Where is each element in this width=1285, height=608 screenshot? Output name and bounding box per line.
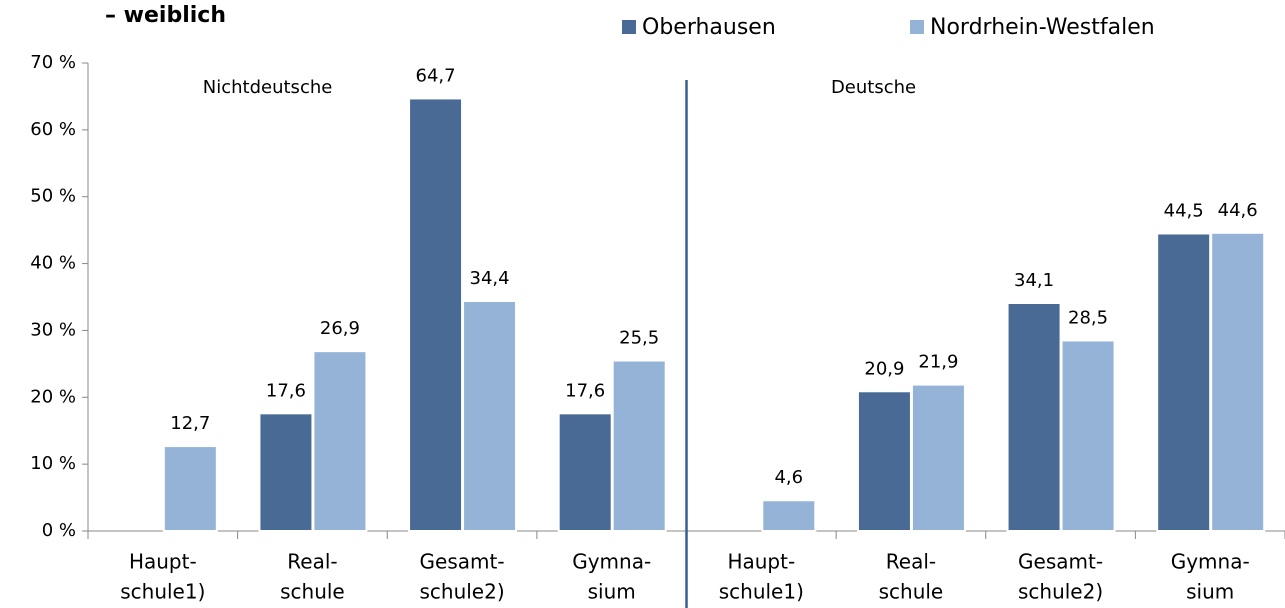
value-label: 34,1 [1014,270,1054,291]
value-label: 44,6 [1218,200,1258,221]
legend-swatch [910,20,924,34]
x-tick-label: schule2) [1018,580,1103,604]
x-tick-label: schule [280,580,345,604]
legend-swatch [622,20,636,34]
chart-title: – weiblich [105,3,226,28]
x-tick-label: sium [1186,580,1234,604]
x-tick-label: Gesamt- [420,550,505,574]
bar [408,97,464,532]
value-label: 12,7 [170,413,210,434]
bar [162,445,218,532]
bar [1156,232,1212,532]
x-tick-label: schule1) [120,580,205,604]
bar [462,300,518,532]
y-tick-label: 50 % [30,186,76,207]
bar [761,499,817,533]
legend-label: Oberhausen [642,15,776,40]
bar [1060,339,1116,533]
value-label: 44,5 [1164,200,1204,221]
value-label: 26,9 [320,318,360,339]
bar [258,412,314,532]
value-label: 4,6 [774,467,803,488]
group-label: Deutsche [831,77,916,98]
value-label: 17,6 [266,380,306,401]
y-tick-label: 60 % [30,119,76,140]
bar [557,412,613,532]
value-label: 21,9 [918,352,958,373]
y-tick-label: 20 % [30,386,76,407]
bar [856,390,912,533]
y-tick-label: 30 % [30,319,76,340]
value-label: 17,6 [565,380,605,401]
y-tick-label: 10 % [30,453,76,474]
x-tick-label: Haupt- [727,550,795,574]
y-tick-label: 0 % [42,520,76,541]
y-tick-label: 40 % [30,253,76,274]
x-tick-label: Real- [287,550,337,574]
value-label: 20,9 [864,358,904,379]
bar [1006,302,1062,533]
legend-label: Nordrhein-Westfalen [930,15,1155,40]
x-tick-label: Gesamt- [1018,550,1103,574]
y-tick-label: 70 % [30,52,76,73]
x-tick-label: schule2) [419,580,504,604]
x-tick-label: sium [588,580,636,604]
x-tick-label: Real- [886,550,936,574]
group-label: Nichtdeutsche [203,77,333,98]
bar [611,359,667,532]
bar [312,350,368,533]
x-tick-label: Gymna- [572,550,651,574]
x-tick-label: Gymna- [1171,550,1250,574]
bar [910,383,966,532]
value-label: 28,5 [1068,307,1108,328]
x-tick-label: schule [879,580,944,604]
value-label: 64,7 [416,65,456,86]
value-label: 34,4 [470,268,510,289]
value-label: 25,5 [619,328,659,349]
x-tick-label: Haupt- [129,550,197,574]
bar [1210,231,1266,532]
x-tick-label: schule1) [719,580,804,604]
